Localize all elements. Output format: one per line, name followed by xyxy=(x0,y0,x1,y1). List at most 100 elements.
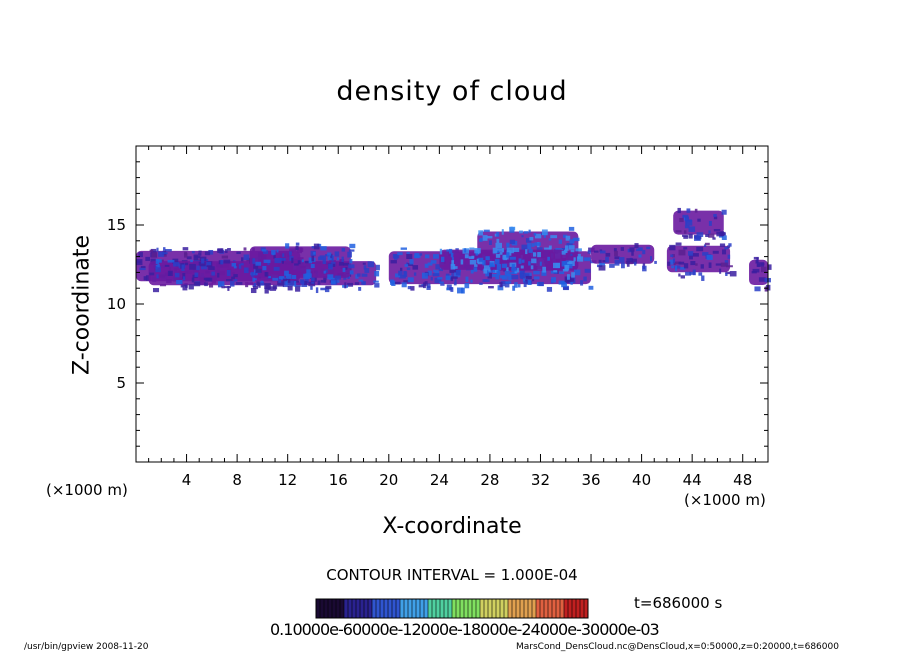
cloud-cell xyxy=(614,256,620,259)
x-tick-label: 28 xyxy=(480,471,499,489)
cloud-cell xyxy=(241,257,244,263)
cloud-cell xyxy=(501,263,508,268)
cloud-cell xyxy=(184,262,189,266)
cloud-cell xyxy=(260,247,266,251)
colorbar-stripe xyxy=(424,599,428,618)
cloud-cell xyxy=(407,277,414,283)
cloud-cell xyxy=(708,230,711,234)
colorbar-stripe xyxy=(452,599,456,618)
cloud-cell xyxy=(273,254,276,259)
cloud-cell xyxy=(244,267,249,274)
cloud-cell xyxy=(278,276,282,283)
cloud-cell xyxy=(495,253,501,258)
cloud-cell xyxy=(767,264,772,270)
cloud-cell xyxy=(708,233,715,238)
cloud-cell xyxy=(362,262,366,265)
cloud-cell xyxy=(569,239,575,244)
cloud-cell xyxy=(295,242,300,246)
x-tick-label: 48 xyxy=(733,471,752,489)
cloud-cell xyxy=(678,249,686,256)
colorbar-stripe xyxy=(364,599,368,618)
cloud-cell xyxy=(276,249,279,253)
cloud-cell xyxy=(495,242,502,249)
cloud-cell xyxy=(256,281,260,287)
cloud-cell xyxy=(528,249,533,253)
cloud-cell xyxy=(512,285,516,291)
cloud-cell xyxy=(476,258,479,264)
cloud-cell xyxy=(491,270,495,273)
cloud-cell xyxy=(525,275,532,280)
cloud-cell xyxy=(587,250,592,254)
cloud-cell xyxy=(510,272,517,275)
colorbar-stripe xyxy=(516,599,520,618)
cloud-cell xyxy=(282,278,287,282)
colorbar-stripe xyxy=(524,599,528,618)
cloud-cell xyxy=(500,281,506,287)
cloud-cell xyxy=(181,264,185,270)
cloud-cell xyxy=(584,268,591,273)
colorbar-stripe xyxy=(412,599,416,618)
cloud-cell xyxy=(496,231,500,237)
cloud-cell xyxy=(605,256,609,263)
cloud-cell xyxy=(696,246,704,252)
cloud-cell xyxy=(204,251,211,256)
cloud-cell xyxy=(497,285,504,291)
cloud-cell xyxy=(499,282,503,288)
cloud-cell xyxy=(311,281,315,284)
cloud-cell xyxy=(157,263,160,268)
cloud-cell xyxy=(182,273,186,279)
cloud-cell xyxy=(541,229,548,236)
colorbar-stripe xyxy=(472,599,476,618)
cloud-cell xyxy=(642,249,646,255)
cloud-cell xyxy=(588,285,594,290)
cloud-cell xyxy=(469,259,477,265)
cloud-cell xyxy=(433,254,439,259)
cloud-cell xyxy=(279,258,286,261)
cloud-cell xyxy=(301,259,304,263)
colorbar-stripe xyxy=(332,599,336,618)
cloud-cell xyxy=(761,266,767,273)
cloud-cell xyxy=(317,280,321,285)
cloud-region-6 xyxy=(591,243,657,272)
cloud-cell xyxy=(460,259,464,265)
cloud-cell xyxy=(457,287,464,294)
cloud-cell xyxy=(252,286,259,290)
cloud-cell xyxy=(390,260,397,264)
cloud-cell xyxy=(438,268,444,272)
cloud-cell xyxy=(348,249,355,252)
cloud-cell xyxy=(629,247,635,252)
cloud-cell xyxy=(233,279,238,282)
cloud-cell xyxy=(715,263,722,266)
cloud-cell xyxy=(162,252,168,255)
cloud-cell xyxy=(568,226,575,231)
cloud-cell xyxy=(413,272,417,276)
colorbar-stripe xyxy=(480,599,484,618)
cloud-cell xyxy=(634,243,639,249)
colorbar-stripe xyxy=(428,599,432,618)
cloud-cell xyxy=(682,214,689,219)
cloud-cell xyxy=(217,248,223,254)
cloud-cell xyxy=(284,270,289,276)
cloud-cell xyxy=(470,269,474,274)
cloud-cell xyxy=(512,247,520,253)
cloud-cell xyxy=(253,282,256,287)
colorbar-stripe xyxy=(432,599,436,618)
cloud-cell xyxy=(407,286,411,290)
cloud-cell xyxy=(203,277,211,281)
cloud-cell xyxy=(713,213,717,217)
cloud-cell xyxy=(548,245,552,250)
cloud-cell xyxy=(424,263,429,268)
y-tick-label: 15 xyxy=(107,216,126,234)
cloud-cell xyxy=(565,235,571,241)
colorbar-stripe xyxy=(372,599,376,618)
colorbar-stripe xyxy=(416,599,420,618)
cloud-cell xyxy=(727,254,731,259)
x-tick-label: 4 xyxy=(182,471,192,489)
cloud-cell xyxy=(349,270,354,275)
cloud-cell xyxy=(400,247,407,250)
cloud-cell xyxy=(342,267,346,273)
cloud-cell xyxy=(322,258,327,264)
colorbar-stripe xyxy=(316,599,320,618)
cloud-cell xyxy=(483,268,488,274)
colorbar xyxy=(315,598,589,619)
